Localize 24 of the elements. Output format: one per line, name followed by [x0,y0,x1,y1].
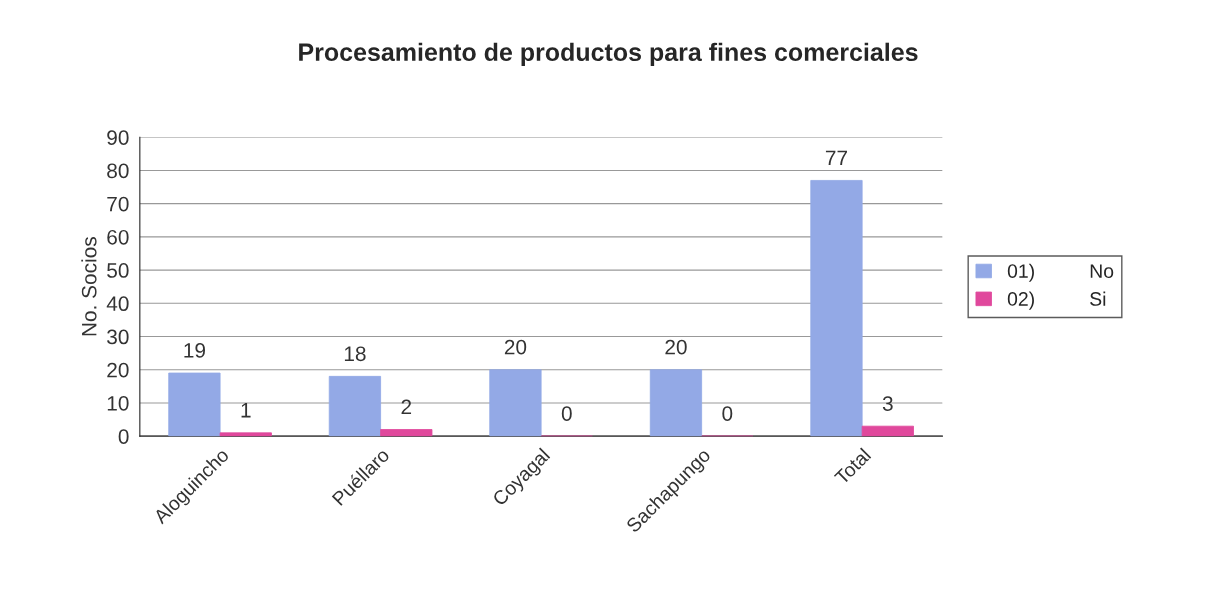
data-label: 0 [561,406,572,421]
data-label: 1 [241,403,251,418]
y-tick-label: 90 [107,130,129,145]
data-label: 0 [722,406,733,421]
data-label: 20 [665,339,687,355]
y-tick-label: 10 [107,395,129,411]
data-label: 3 [882,396,893,411]
y-tick-label: 0 [118,429,129,444]
y-tick-label: 70 [107,196,129,212]
y-tick-label: 40 [106,296,129,312]
data-label: 18 [344,346,366,362]
y-axis-title: No. Socios [81,237,97,336]
legend-label: 02) Si [1007,291,1106,310]
y-tick-label: 50 [107,263,129,278]
data-label: 20 [504,339,527,355]
data-label: 19 [184,343,206,358]
legend-label: 01) No [1007,263,1114,282]
data-label: 77 [825,150,847,165]
y-tick-label: 20 [107,362,129,378]
y-tick-label: 30 [107,329,129,345]
chart-title: Procesamiento de productos para fines comerciales [299,42,918,66]
y-tick-label: 80 [107,163,129,179]
data-label: 2 [401,399,412,415]
y-tick-label: 60 [107,229,129,245]
